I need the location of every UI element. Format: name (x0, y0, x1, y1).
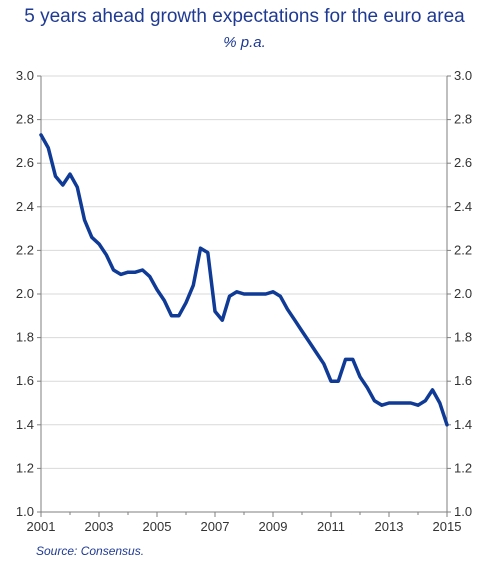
tick-labels: 3.0 3.0 2.8 2.8 2.6 2.6 2.4 2.4 2.2 2.2 2.0 2.0 1.8 1… (16, 68, 472, 534)
y-tick-label-right: 2.2 (454, 242, 472, 257)
y-tick-label-right: 1.0 (454, 504, 472, 519)
y-tick-label-right: 1.4 (454, 417, 472, 432)
y-tick-label-right: 1.2 (454, 460, 472, 475)
series-line (39, 133, 449, 427)
y-tick-label-left: 1.2 (16, 460, 34, 475)
x-tick-label: 2003 (85, 519, 114, 534)
x-tick-label: 2001 (27, 519, 56, 534)
y-tick-label-right: 1.8 (454, 330, 472, 345)
y-tick-label-left: 2.0 (16, 286, 34, 301)
y-tick-label-right: 3.0 (454, 68, 472, 83)
y-tick-label-left: 2.4 (16, 199, 34, 214)
series-layer (39, 133, 449, 427)
axes (37, 75, 451, 517)
y-tick-label-right: 2.8 (454, 112, 472, 127)
gridlines (41, 75, 447, 469)
y-tick-label-left: 1.8 (16, 330, 34, 345)
y-tick-label-left: 2.2 (16, 242, 34, 257)
x-tick-label: 2011 (317, 519, 345, 534)
y-tick-label-right: 2.4 (454, 199, 472, 214)
y-tick-label-right: 2.0 (454, 286, 472, 301)
y-tick-label-left: 1.4 (16, 417, 34, 432)
y-tick-label-left: 2.6 (16, 155, 34, 170)
y-tick-label-left: 1.6 (16, 373, 34, 388)
x-tick-label: 2005 (143, 519, 172, 534)
source-note: Source: Consensus. (36, 544, 145, 558)
y-tick-label-left: 3.0 (16, 68, 34, 83)
x-tick-label: 2007 (201, 519, 230, 534)
x-tick-label: 2009 (259, 519, 288, 534)
y-tick-label-right: 1.6 (454, 373, 472, 388)
y-tick-label-right: 2.6 (454, 155, 472, 170)
x-tick-label: 2015 (433, 519, 462, 534)
y-tick-label-left: 2.8 (16, 112, 34, 127)
chart-subtitle: % p.a. (223, 34, 266, 51)
chart-title: 5 years ahead growth expectations for th… (24, 6, 465, 27)
x-tick-label: 2013 (375, 519, 404, 534)
y-tick-label-left: 1.0 (16, 504, 34, 519)
